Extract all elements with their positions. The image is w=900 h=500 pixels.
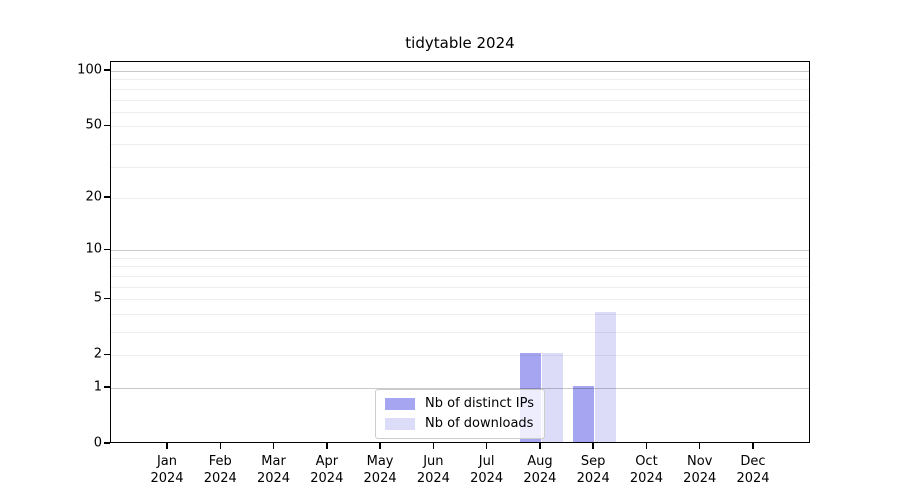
y-tick-label-100: 100 xyxy=(77,62,102,78)
y-tick-label-2: 2 xyxy=(93,346,102,362)
legend-swatch-downloads xyxy=(385,418,416,430)
y-tick-mark-1 xyxy=(104,386,110,388)
bars-layer xyxy=(111,62,809,442)
x-tick-label-may: May 2024 xyxy=(363,454,397,486)
x-tick-label-aug: Aug 2024 xyxy=(523,454,557,486)
x-tick-label-dec: Dec 2024 xyxy=(736,454,770,486)
chart-title: tidytable 2024 xyxy=(405,34,515,52)
x-tick-label-apr: Apr 2024 xyxy=(310,454,344,486)
legend-label-downloads: Nb of downloads xyxy=(425,416,534,431)
legend-item-distinct-ips: Nb of distinct IPs xyxy=(385,397,534,411)
y-tick-label-20: 20 xyxy=(85,189,102,205)
x-tick-mark-nov xyxy=(699,443,701,449)
x-tick-mark-jan xyxy=(166,443,168,449)
y-tick-mark-5 xyxy=(104,297,110,299)
legend-item-downloads: Nb of downloads xyxy=(385,417,534,431)
y-tick-mark-50 xyxy=(104,124,110,126)
y-tick-mark-20 xyxy=(104,196,110,198)
x-tick-label-oct: Oct 2024 xyxy=(629,454,663,486)
x-tick-mark-aug xyxy=(539,443,541,449)
y-tick-mark-2 xyxy=(104,353,110,355)
legend-label-distinct-ips: Nb of distinct IPs xyxy=(425,396,534,411)
x-tick-label-sep: Sep 2024 xyxy=(576,454,610,486)
y-tick-mark-10 xyxy=(104,248,110,250)
x-tick-label-mar: Mar 2024 xyxy=(256,454,291,486)
x-tick-label-jul: Jul 2024 xyxy=(470,454,504,486)
x-tick-label-jun: Jun 2024 xyxy=(416,454,450,486)
x-tick-mark-jun xyxy=(432,443,435,449)
y-tick-mark-0 xyxy=(104,442,110,444)
y-tick-label-1: 1 xyxy=(93,379,102,395)
legend-swatch-distinct-ips xyxy=(385,398,416,410)
bar-sep-downloads xyxy=(595,311,617,442)
x-tick-mark-mar xyxy=(272,443,275,449)
x-tick-mark-jul xyxy=(485,443,488,449)
x-tick-mark-sep xyxy=(592,443,594,449)
x-tick-label-nov: Nov 2024 xyxy=(683,454,717,486)
y-tick-label-50: 50 xyxy=(85,117,102,133)
x-tick-mark-dec xyxy=(752,443,754,449)
y-tick-label-0: 0 xyxy=(93,435,102,451)
y-tick-mark-100 xyxy=(104,69,110,71)
x-tick-mark-oct xyxy=(645,443,648,449)
legend: Nb of distinct IPs Nb of downloads xyxy=(375,389,545,439)
bar-aug-downloads xyxy=(541,353,563,442)
x-tick-label-feb: Feb 2024 xyxy=(203,454,237,486)
bar-sep-distinct-ips xyxy=(573,386,595,442)
plot-area: Nb of distinct IPs Nb of downloads xyxy=(110,61,810,443)
x-tick-mark-feb xyxy=(219,443,221,449)
x-tick-mark-apr xyxy=(326,443,328,449)
y-tick-label-5: 5 xyxy=(93,290,102,306)
x-tick-mark-may xyxy=(379,443,381,449)
y-tick-label-10: 10 xyxy=(85,241,102,257)
x-tick-label-jan: Jan 2024 xyxy=(150,454,184,486)
